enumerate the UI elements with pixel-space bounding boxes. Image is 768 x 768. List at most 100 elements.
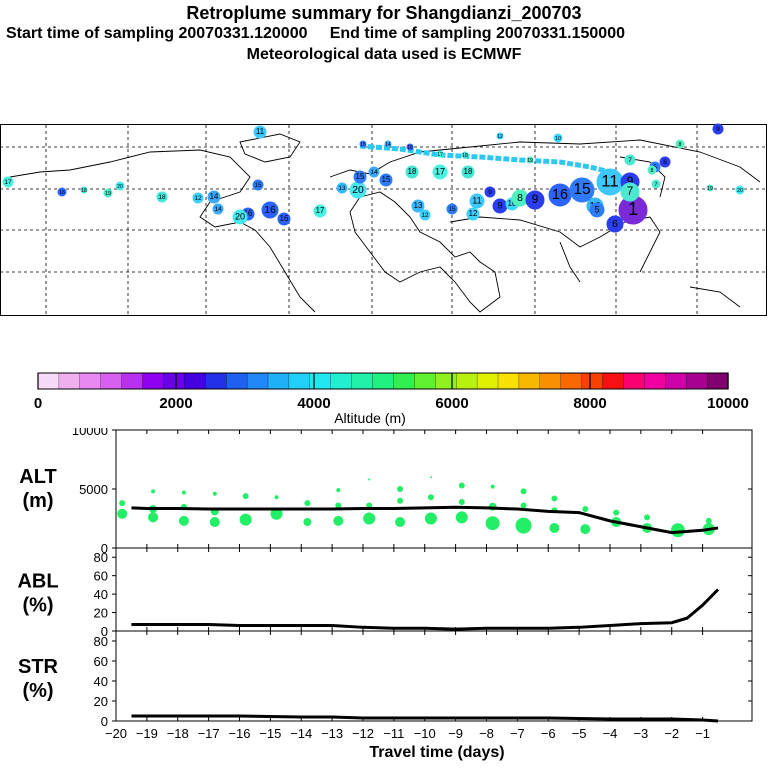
trajectory-circle — [469, 193, 485, 209]
trajectory-circle — [647, 165, 657, 175]
y-tick-label: 10000 — [72, 428, 108, 438]
trajectory-day-label: 17 — [435, 166, 445, 176]
trajectory-marker: 18 — [461, 151, 469, 159]
altitude-point — [242, 493, 249, 500]
colorbar-cell — [665, 372, 687, 390]
altitude-point — [270, 507, 283, 520]
x-axis-label: Travel time (days) — [369, 744, 504, 761]
trajectory-circle — [379, 173, 393, 187]
colorbar-cell — [309, 372, 332, 390]
x-tick-label: −4 — [603, 726, 618, 741]
trajectory-circle — [405, 165, 419, 179]
trajectory-circle — [253, 125, 267, 139]
trajectory-marker: 18 — [156, 191, 168, 203]
trajectory-marker: 18 — [405, 165, 419, 179]
trajectory-circle — [675, 139, 685, 149]
trajectory-marker: 9 — [484, 186, 496, 198]
trajectory-day-label: 9 — [532, 193, 539, 206]
colorbar-tick-label: 6000 — [435, 395, 468, 412]
x-tick-label: −1 — [695, 726, 710, 741]
colorbar-cell — [205, 372, 227, 390]
trajectory-circle — [336, 182, 348, 194]
trajectory-day-label: 18 — [408, 167, 417, 176]
trajectory-circle — [712, 123, 724, 135]
altitude-point — [551, 495, 558, 502]
colorbar-cell — [560, 372, 583, 390]
altitude-colorbar: 0 2000 4000 6000 8000 10000 Altitude (m) — [34, 372, 749, 426]
colorbar-cell — [163, 372, 186, 390]
altitude-point — [424, 512, 437, 525]
x-tick-label: −19 — [136, 726, 158, 741]
trajectory-marker: 14 — [212, 203, 224, 215]
trajectory-day-label: 15 — [573, 181, 591, 198]
trajectory-circle — [2, 176, 14, 188]
trajectory-day-label: 18 — [81, 188, 87, 194]
colorbar-cell — [476, 372, 499, 390]
altitude-point — [151, 489, 156, 494]
trajectory-marker: 19 — [526, 156, 534, 164]
trajectory-marker: 9 — [712, 123, 724, 135]
trajectory-day-label: 16 — [407, 145, 413, 151]
trajectory-marker: 14 — [368, 166, 380, 178]
trajectory-day-label: 9 — [497, 200, 502, 210]
trajectory-circle — [384, 140, 392, 148]
x-tick-label: −10 — [414, 726, 436, 741]
trajectory-marker: 16 — [548, 183, 572, 207]
trajectory-circle — [277, 212, 291, 226]
trajectory-day-label: 6 — [612, 219, 618, 230]
colorbar-cell — [581, 372, 604, 390]
altitude-point — [212, 491, 217, 496]
trajectory-marker: 16 — [57, 187, 67, 197]
trajectory-circle — [359, 140, 367, 148]
trajectory-day-label: 15 — [360, 142, 366, 148]
page-title: Retroplume summary for Shangdianzi_20070… — [186, 3, 582, 23]
trajectory-day-label: 15 — [382, 175, 391, 184]
trajectory-day-label: 18 — [462, 153, 468, 159]
trajectory-marker: 7 — [651, 179, 661, 189]
trajectory-circle — [461, 165, 475, 179]
trajectory-marker: 16 — [277, 212, 291, 226]
trajectory-day-label: 9 — [627, 175, 634, 188]
series-line — [131, 588, 720, 631]
trajectory-day-label: 11 — [601, 172, 619, 191]
x-tick-label: −15 — [259, 726, 281, 741]
y-tick-label: 20 — [94, 606, 108, 621]
trajectory-marker: 12 — [192, 192, 204, 204]
trajectory-marker: 17 — [313, 204, 327, 218]
y-tick-label: 40 — [94, 674, 108, 689]
trajectory-circle — [466, 207, 480, 221]
trajectory-marker: 15 — [569, 177, 595, 203]
sampling-times: Start time of sampling 20070331.120000 E… — [0, 25, 768, 43]
trajectory-day-label: 11 — [472, 195, 481, 205]
y-tick-label: 0 — [101, 624, 108, 639]
altitude-point — [515, 517, 532, 534]
altitude-point — [520, 502, 527, 509]
colorbar-tick-label: 2000 — [159, 395, 192, 412]
trajectory-marker: 11 — [253, 125, 267, 139]
y-tick-label: 20 — [94, 694, 108, 709]
trajectory-day-label: 17 — [437, 152, 443, 158]
trajectory-circle — [553, 133, 563, 143]
trajectory-day-label: 17 — [316, 206, 325, 215]
trajectory-day-label: 15 — [356, 172, 365, 181]
altitude-point — [582, 506, 589, 513]
altitude-point — [304, 500, 311, 507]
trajectory-circle — [706, 184, 714, 192]
panel-ylabel-unit: (%) — [22, 595, 53, 617]
x-tick-label: −18 — [167, 726, 189, 741]
trajectory-day-label: 13 — [414, 201, 423, 210]
colorbar-cell — [644, 372, 666, 390]
trajectory-marker: 5 — [589, 202, 605, 218]
panel-ylabel-unit: (%) — [22, 680, 53, 702]
x-tick-label: −2 — [664, 726, 679, 741]
altitude-point — [119, 500, 126, 507]
altitude-point — [181, 490, 186, 495]
colorbar-tick-label: 10000 — [707, 395, 749, 412]
trajectory-circle — [525, 190, 545, 210]
trajectory-circle — [207, 190, 221, 204]
trajectory-circle — [436, 150, 444, 158]
colorbar-cell — [435, 372, 457, 390]
y-tick-label: 0 — [101, 541, 108, 556]
trajectory-circle — [115, 181, 125, 191]
trajectory-day-label: 16 — [59, 190, 65, 196]
